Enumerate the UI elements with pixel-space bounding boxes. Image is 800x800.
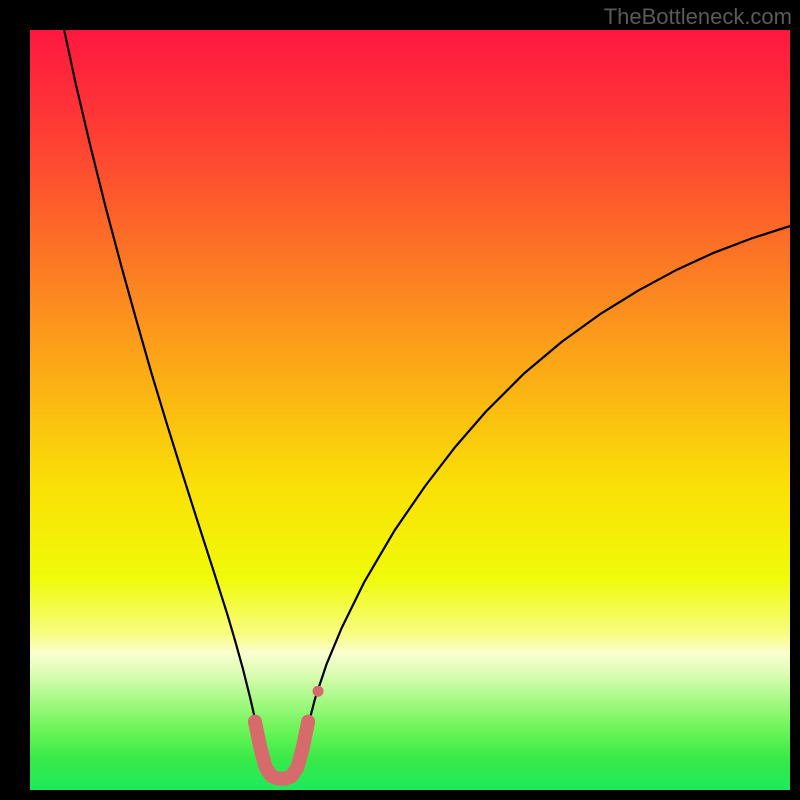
watermark-text: TheBottleneck.com bbox=[604, 4, 792, 30]
chart-svg bbox=[30, 30, 790, 790]
gradient-background bbox=[30, 30, 790, 790]
chart-container: TheBottleneck.com bbox=[0, 0, 800, 800]
plot-area bbox=[30, 30, 790, 790]
valley-dot-marker bbox=[313, 686, 324, 697]
